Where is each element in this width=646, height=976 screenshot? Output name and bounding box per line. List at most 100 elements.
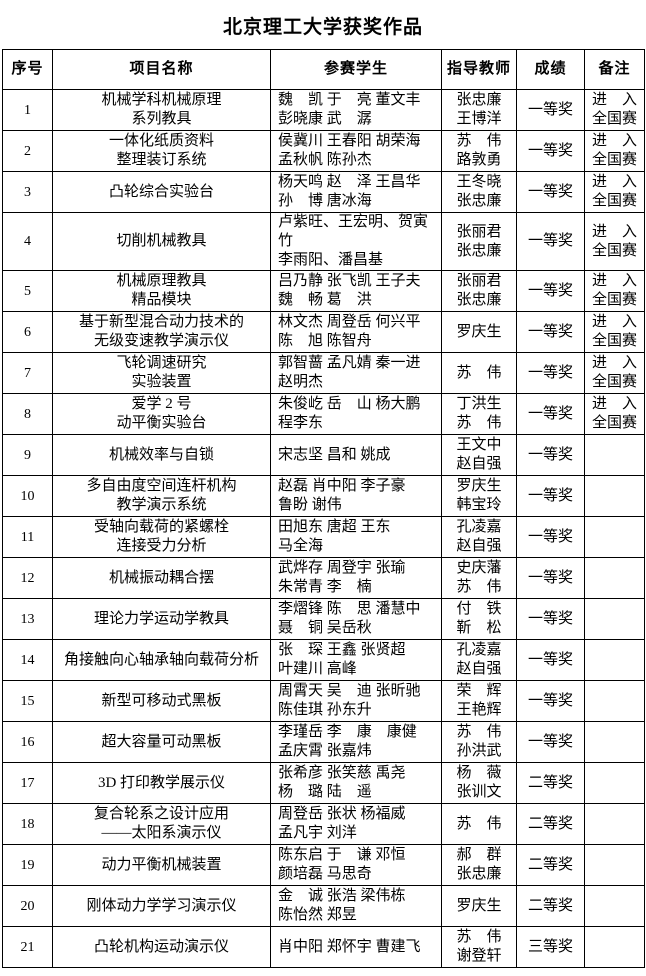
row-number-cell: 17 [2,762,53,804]
project-name-cell: 多自由度空间连杆机构 教学演示系统 [52,475,271,517]
note-cell: 进 入 全国赛 [584,89,645,131]
table-row: 21 凸轮机构运动演示仪 肖中阳 郑怀宇 曹建飞苏 伟 谢登轩 三等奖 [2,926,645,968]
students-cell: 张希彦 张笑慈 禹尧 杨 璐 陆 遥 [270,762,442,804]
project-name-cell: 复合轮系之设计应用 ——太阳系演示仪 [52,803,271,845]
award-cell: 二等奖 [516,885,585,927]
students-cell: 肖中阳 郑怀宇 曹建飞 [270,926,442,968]
row-number-cell: 1 [2,89,53,131]
advisors-cell: 张丽君 张忠廉 [441,212,517,271]
row-number-cell: 2 [2,130,53,172]
students-cell: 周登岳 张状 杨福威 孟凡宇 刘洋 [270,803,442,845]
award-cell: 二等奖 [516,844,585,886]
advisors-cell: 罗庆生 [441,885,517,927]
note-cell [584,844,645,886]
header-cell-no: 序号 [2,49,53,90]
awards-table: 序号 项目名称 参赛学生 指导教师 成绩 备注 1 机械学科机械原理 系列教具魏 … [2,49,645,968]
award-cell: 一等奖 [516,89,585,131]
table-row: 4 切削机械教具 卢紫旺、王宏明、贺寅竹 李雨阳、潘昌基 张丽君 张忠廉 一等奖进 入 … [2,212,645,271]
table-row: 14 角接触向心轴承轴向载荷分析张 琛 王鑫 张贤超 叶建川 高峰 孔凌嘉 赵自强一… [2,639,645,681]
award-cell: 一等奖 [516,212,585,271]
row-number-cell: 9 [2,434,53,476]
project-name-cell: 机械效率与自锁 [52,434,271,476]
advisors-cell: 付 铁 靳 松 [441,598,517,640]
table-row: 15 新型可移动式黑板 周霄天 吴 迪 张昕驰 陈佳琪 孙东升荣 辉 王艳辉 一等奖 [2,680,645,722]
students-cell: 林文杰 周登岳 何兴平 陈 旭 陈智舟 [270,311,442,353]
advisors-cell: 荣 辉 王艳辉 [441,680,517,722]
advisors-cell: 孔凌嘉 赵自强 [441,516,517,558]
award-cell: 一等奖 [516,680,585,722]
students-cell: 宋志坚 昌和 姚成 [270,434,442,476]
row-number-cell: 4 [2,212,53,271]
project-name-cell: 角接触向心轴承轴向载荷分析 [52,639,271,681]
advisors-cell: 王冬晓 张忠廉 [441,171,517,213]
header-cell-award: 成绩 [516,49,585,90]
students-cell: 郭智蔷 孟凡婧 秦一进 赵明杰 [270,352,442,394]
note-cell [584,598,645,640]
award-cell: 一等奖 [516,311,585,353]
students-cell: 侯冀川 王春阳 胡荣海 孟秋帆 陈孙杰 [270,130,442,172]
project-name-cell: 3D 打印教学展示仪 [52,762,271,804]
note-cell: 进 入 全国赛 [584,270,645,312]
table-row: 3 凸轮综合实验台 杨天鸣 赵 泽 王昌华 孙 博 唐冰海 王冬晓 张忠廉 一等奖进 入… [2,171,645,213]
project-name-cell: 基于新型混合动力技术的 无级变速教学演示仪 [52,311,271,353]
advisors-cell: 丁洪生 苏 伟 [441,393,517,435]
award-cell: 一等奖 [516,352,585,394]
students-cell: 卢紫旺、王宏明、贺寅竹 李雨阳、潘昌基 [270,212,442,271]
row-number-cell: 21 [2,926,53,968]
table-row: 20 刚体动力学学习演示仪金 诚 张浩 梁伟栋 陈怡然 郑昱 罗庆生 二等奖 [2,885,645,927]
row-number-cell: 14 [2,639,53,681]
award-cell: 一等奖 [516,171,585,213]
row-number-cell: 18 [2,803,53,845]
award-cell: 一等奖 [516,721,585,763]
advisors-cell: 苏 伟 谢登轩 [441,926,517,968]
project-name-cell: 机械原理教具 精品模块 [52,270,271,312]
header-cell-project: 项目名称 [52,49,271,90]
advisors-cell: 杨 薇 张训文 [441,762,517,804]
note-cell: 进 入 全国赛 [584,130,645,172]
row-number-cell: 19 [2,844,53,886]
table-row: 18 复合轮系之设计应用 ——太阳系演示仪 周登岳 张状 杨福威 孟凡宇 刘洋苏 伟… [2,803,645,845]
note-cell [584,516,645,558]
project-name-cell: 凸轮综合实验台 [52,171,271,213]
note-cell [584,434,645,476]
project-name-cell: 刚体动力学学习演示仪 [52,885,271,927]
table-row: 8 爱学 2 号 动平衡实验台 朱俊屹 岳 山 杨大鹏 程李东 丁洪生 苏 伟一等奖进… [2,393,645,435]
award-cell: 一等奖 [516,434,585,476]
row-number-cell: 7 [2,352,53,394]
award-cell: 一等奖 [516,475,585,517]
table-row: 12 机械振动耦合摆 武烨存 周登宇 张瑜 朱常青 李 楠史庆藩 苏 伟一等奖 [2,557,645,599]
project-name-cell: 动力平衡机械装置 [52,844,271,886]
note-cell: 进 入 全国赛 [584,311,645,353]
note-cell [584,885,645,927]
advisors-cell: 苏 伟 [441,803,517,845]
award-cell: 三等奖 [516,926,585,968]
header-cell-advisors: 指导教师 [441,49,517,90]
project-name-cell: 飞轮调速研究 实验装置 [52,352,271,394]
header-cell-note: 备注 [584,49,645,90]
advisors-cell: 王文中 赵自强 [441,434,517,476]
row-number-cell: 13 [2,598,53,640]
award-cell: 一等奖 [516,598,585,640]
students-cell: 魏 凯 于 亮 董文丰 彭晓康 武 潺 [270,89,442,131]
row-number-cell: 3 [2,171,53,213]
project-name-cell: 新型可移动式黑板 [52,680,271,722]
award-cell: 一等奖 [516,130,585,172]
row-number-cell: 12 [2,557,53,599]
award-cell: 一等奖 [516,516,585,558]
award-cell: 一等奖 [516,557,585,599]
page-title: 北京理工大学获奖作品 [222,17,423,38]
students-cell: 金 诚 张浩 梁伟栋 陈怡然 郑昱 [270,885,442,927]
note-cell [584,762,645,804]
table-row: 9 机械效率与自锁 宋志坚 昌和 姚成 王文中 赵自强 一等奖 [2,434,645,476]
award-cell: 一等奖 [516,639,585,681]
project-name-cell: 一体化纸质资料 整理装订系统 [52,130,271,172]
row-number-cell: 10 [2,475,53,517]
table-row: 2 一体化纸质资料 整理装订系统 侯冀川 王春阳 胡荣海 孟秋帆 陈孙杰苏 伟 路敦… [2,130,645,172]
project-name-cell: 凸轮机构运动演示仪 [52,926,271,968]
project-name-cell: 超大容量可动黑板 [52,721,271,763]
row-number-cell: 20 [2,885,53,927]
advisors-cell: 苏 伟 [441,352,517,394]
students-cell: 周霄天 吴 迪 张昕驰 陈佳琪 孙东升 [270,680,442,722]
award-cell: 一等奖 [516,393,585,435]
note-cell [584,557,645,599]
